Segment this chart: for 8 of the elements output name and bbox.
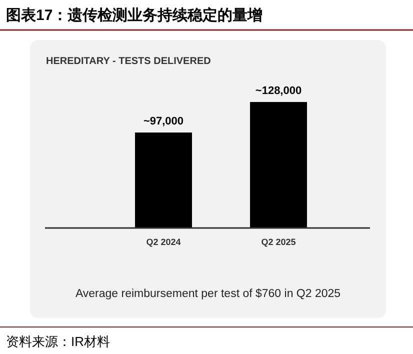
text: 资料来源：IR材料: [6, 334, 110, 349]
chart-subtitle: HEREDITARY - TESTS DELIVERED: [46, 56, 211, 67]
chart-title: 图表17：遗传检测业务持续稳定的量增: [6, 6, 263, 24]
text: Average reimbursement per test of $760 in Q2 2025: [75, 288, 341, 300]
x-tick-label: Q2 2025: [261, 237, 296, 247]
data-label: ~97,000: [143, 116, 184, 128]
x-tick-label: Q2 2024: [146, 237, 181, 247]
data-label: ~128,000: [255, 85, 302, 97]
